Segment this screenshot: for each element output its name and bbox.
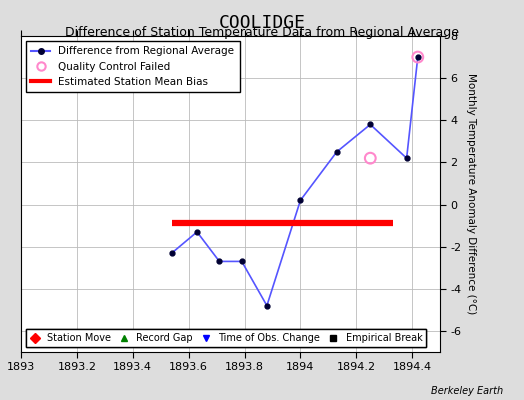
- Line: Difference from Regional Average: Difference from Regional Average: [169, 55, 420, 308]
- Y-axis label: Monthly Temperature Anomaly Difference (°C): Monthly Temperature Anomaly Difference (…: [466, 73, 476, 315]
- Text: COOLIDGE: COOLIDGE: [219, 14, 305, 32]
- Text: Berkeley Earth: Berkeley Earth: [431, 386, 503, 396]
- Difference from Regional Average: [216, 259, 223, 264]
- Text: Difference of Station Temperature Data from Regional Average: Difference of Station Temperature Data f…: [65, 26, 459, 39]
- Difference from Regional Average: [367, 122, 374, 127]
- Estimated Station Mean Bias: [389, 221, 396, 226]
- Difference from Regional Average: [414, 55, 421, 60]
- Difference from Regional Average: [403, 156, 410, 160]
- Legend: Station Move, Record Gap, Time of Obs. Change, Empirical Break: Station Move, Record Gap, Time of Obs. C…: [26, 329, 426, 347]
- Difference from Regional Average: [238, 259, 245, 264]
- Estimated Station Mean Bias: [169, 221, 175, 226]
- Difference from Regional Average: [334, 150, 340, 154]
- Difference from Regional Average: [194, 230, 200, 234]
- Difference from Regional Average: [297, 198, 303, 203]
- Quality Control Failed: [413, 54, 422, 60]
- Difference from Regional Average: [169, 250, 175, 255]
- Quality Control Failed: [366, 155, 375, 161]
- Difference from Regional Average: [264, 303, 270, 308]
